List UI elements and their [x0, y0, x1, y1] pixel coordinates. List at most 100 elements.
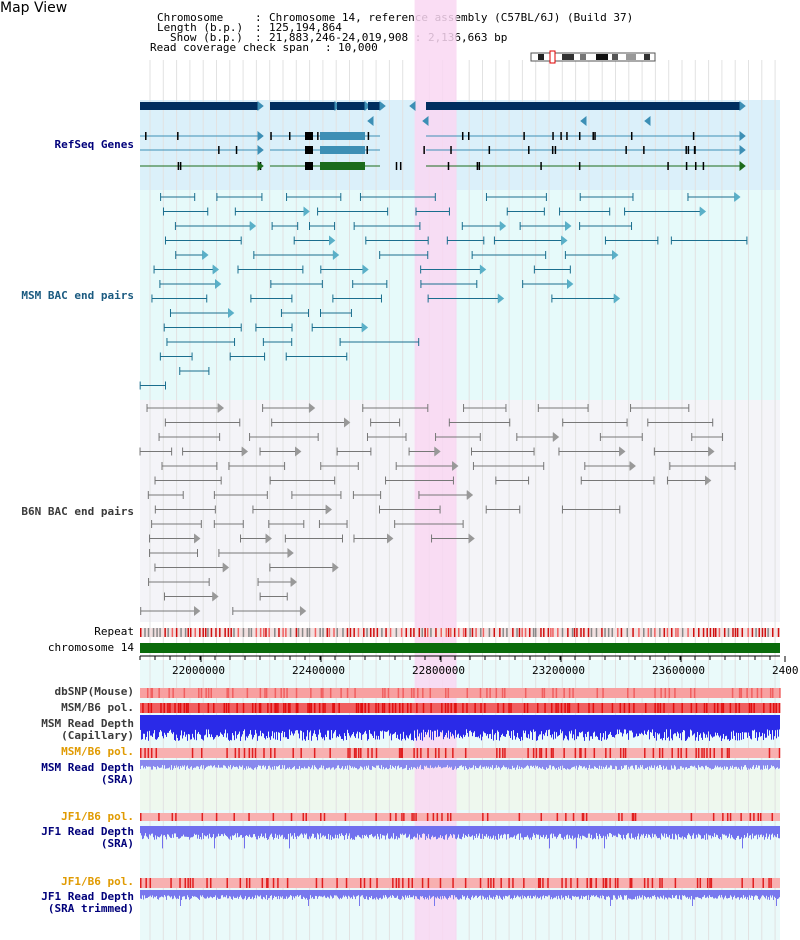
msm-depth-capillary-bar [245, 715, 246, 741]
repeat-element [595, 628, 598, 637]
repeat-element [512, 628, 514, 637]
msm-depth-sra-bar [634, 760, 635, 770]
msm-depth-sra-bar [585, 760, 586, 769]
msm-b6-pol-track-mark [750, 703, 753, 713]
repeat-element [736, 628, 739, 637]
msm-depth-sra-bar [503, 760, 504, 766]
jf1-depth-trimmed-bar [579, 890, 580, 900]
msm-depth-capillary-bar [696, 715, 697, 738]
msm-depth-sra-bar [233, 760, 234, 766]
msm-depth-sra-bar [546, 760, 547, 768]
msm-depth-sra-bar [762, 760, 763, 770]
dbsnp-track-mark [198, 688, 200, 698]
refseq-gene-arrow [257, 160, 264, 172]
jf1-depth-trimmed-bar [395, 890, 396, 898]
msm-depth-sra-bar [493, 760, 494, 770]
jf1-depth-sra-bar [771, 826, 772, 835]
msm-depth-capillary-bar [595, 715, 596, 737]
msm-depth-sra-bar [215, 760, 216, 768]
dbsnp-track-mark [731, 688, 734, 698]
msm-b6-pol-track-mark [526, 703, 529, 713]
jf1-depth-trimmed-bar [765, 890, 766, 899]
msm-depth-sra-bar [442, 760, 443, 768]
jf1-depth-trimmed-bar [703, 890, 704, 897]
msm-depth-sra-bar [177, 760, 178, 768]
msm-b6-pol-track-mark [332, 703, 334, 713]
msm-depth-sra-bar [422, 760, 423, 770]
jf1-b6-pol2-track-mark [179, 878, 181, 888]
jf1-depth-sra-bar [228, 826, 229, 839]
msm-b6-pol-track-mark [388, 703, 391, 713]
jf1-depth-sra-bar [388, 826, 389, 839]
refseq-exon-cluster [320, 132, 365, 140]
msm-depth-sra-bar [443, 760, 444, 768]
msm-depth-sra-bar [777, 760, 778, 768]
msm-depth-capillary-bar [500, 715, 501, 738]
msm-depth-capillary-bar [636, 715, 637, 734]
jf1-depth-sra-bar [620, 826, 621, 836]
jf1-depth-sra-bar [723, 826, 724, 835]
jf1-b6-pol2-track-mark [359, 878, 362, 888]
msm-depth-sra-bar [142, 760, 143, 766]
msm-depth-sra-bg [140, 770, 780, 810]
msm-depth-capillary-bar [196, 715, 197, 741]
msm-depth-sra-bar [353, 760, 354, 769]
msm-b6-pol-track-mark [223, 703, 226, 713]
msm-depth-sra-bar [277, 760, 278, 767]
jf1-depth-sra-bar [386, 826, 387, 836]
jf1-b6-pol2-track-mark [345, 878, 348, 888]
repeat-element [761, 628, 764, 637]
jf1-depth-sra-bar [435, 826, 436, 837]
jf1-depth-trimmed-bar [522, 890, 523, 896]
msm-depth-sra-bar [626, 760, 627, 766]
jf1-depth-sra-bar [443, 826, 444, 840]
axis-tick-label: 22400000 [292, 664, 345, 677]
jf1-depth-sra-bar [172, 826, 173, 835]
msm-depth-capillary-bar [475, 715, 476, 738]
track-label-msm-depth-sra-sub: (SRA) [100, 773, 134, 786]
msm-depth-capillary-bar [329, 715, 330, 740]
msm-depth-sra-bar [211, 760, 212, 766]
jf1-depth-trimmed-bar [724, 890, 725, 898]
jf1-depth-sra-bar [550, 826, 551, 835]
msm-b6-pol-track-mark [644, 703, 647, 713]
msm-depth-capillary-bar [191, 715, 192, 740]
repeat-element [601, 628, 603, 637]
msm-depth-sra-bar [355, 760, 356, 769]
jf1-depth-trimmed-bar [317, 890, 318, 899]
jf1-b6-pol-track-mark [581, 813, 584, 821]
jf1-depth-trimmed-bar [469, 890, 470, 899]
msm-depth-capillary-bar [599, 715, 600, 741]
jf1-depth-trimmed-bar [486, 890, 487, 900]
jf1-b6-pol2-track-mark [267, 878, 269, 888]
jf1-depth-trimmed-bar [667, 890, 668, 900]
jf1-depth-sra-bar [151, 826, 152, 834]
msm-depth-capillary-bar [529, 715, 530, 739]
jf1-depth-sra-bar [494, 826, 495, 840]
jf1-depth-sra-bar [394, 826, 395, 840]
msm-depth-capillary-bar [524, 715, 525, 734]
jf1-depth-trimmed-bar [628, 890, 629, 899]
msm-depth-sra-bar [635, 760, 636, 766]
jf1-depth-trimmed-bar [742, 890, 743, 899]
jf1-b6-pol-track-mark [171, 813, 174, 821]
jf1-depth-sra-bar [625, 826, 626, 840]
jf1-depth-sra-bar [585, 826, 586, 838]
msm-depth-sra-bar [676, 760, 677, 770]
dbsnp-track-mark [232, 688, 234, 698]
msm-depth-sra-bar [323, 760, 324, 766]
jf1-depth-sra-bar [452, 826, 453, 838]
jf1-depth-trimmed-bar [593, 890, 594, 896]
jf1-depth-trimmed-bar [728, 890, 729, 899]
msm-depth-capillary-bar [285, 715, 286, 738]
jf1-depth-trimmed-bar [682, 890, 683, 896]
msm-depth-capillary-bar [398, 715, 399, 739]
msm-depth-capillary-bar [509, 715, 510, 736]
jf1-b6-pol2-track-mark [537, 878, 540, 888]
ideogram-position-marker [549, 50, 556, 64]
msm-depth-capillary-bar [484, 715, 485, 733]
jf1-depth-trimmed-bar [478, 890, 479, 897]
msm-depth-capillary-bar [314, 715, 315, 731]
jf1-depth-sra-bar [509, 826, 510, 839]
